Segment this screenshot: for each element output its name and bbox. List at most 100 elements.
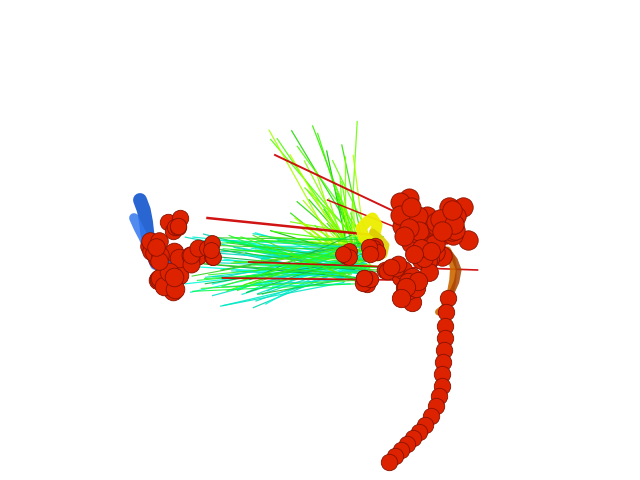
Point (407, 273, 417, 280)
Point (396, 294, 406, 301)
Point (156, 274, 166, 282)
Point (172, 223, 182, 230)
Point (417, 254, 427, 262)
Point (463, 236, 473, 244)
Point (430, 249, 440, 256)
Point (437, 228, 447, 235)
Point (397, 267, 408, 275)
Point (148, 249, 159, 256)
Point (440, 322, 451, 330)
Point (422, 212, 433, 220)
Point (193, 252, 204, 260)
Point (150, 244, 160, 252)
Point (150, 243, 161, 251)
Point (410, 214, 420, 222)
Point (416, 244, 426, 252)
Point (437, 370, 447, 378)
Point (386, 263, 396, 271)
Point (372, 249, 382, 256)
Point (412, 229, 422, 237)
Point (168, 268, 179, 276)
Point (395, 198, 405, 206)
Point (426, 224, 436, 232)
Point (166, 272, 176, 279)
Point (168, 227, 178, 235)
Point (163, 218, 173, 226)
Point (364, 243, 374, 251)
Point (144, 242, 154, 250)
Point (390, 264, 401, 272)
Point (191, 252, 202, 260)
Point (450, 226, 460, 234)
Point (442, 225, 452, 232)
Point (174, 271, 184, 278)
Point (168, 248, 179, 256)
Point (404, 224, 414, 231)
Point (426, 241, 436, 249)
Point (154, 237, 164, 245)
Point (365, 251, 375, 258)
Point (174, 254, 184, 262)
Point (425, 255, 435, 263)
Point (404, 194, 414, 202)
Point (341, 252, 351, 260)
Point (207, 239, 217, 247)
Point (430, 402, 440, 410)
Point (431, 218, 441, 226)
Point (438, 358, 448, 366)
Point (406, 239, 417, 247)
Point (403, 278, 413, 286)
Point (410, 216, 420, 223)
Point (169, 274, 179, 281)
Point (449, 221, 460, 228)
Point (185, 252, 195, 259)
Point (412, 214, 422, 222)
Point (438, 346, 449, 354)
Point (422, 257, 433, 265)
Point (202, 245, 212, 252)
Point (411, 285, 421, 292)
Point (153, 276, 163, 284)
Point (168, 287, 178, 294)
Point (365, 275, 376, 283)
Point (358, 279, 368, 287)
Point (403, 284, 413, 291)
Point (420, 421, 430, 429)
Point (207, 253, 218, 261)
Point (360, 274, 370, 281)
Point (146, 247, 156, 255)
Point (437, 252, 447, 260)
Point (432, 222, 442, 230)
Point (415, 256, 426, 264)
Point (397, 222, 407, 229)
Point (362, 280, 372, 288)
Point (434, 229, 444, 237)
Point (399, 232, 410, 240)
Point (166, 275, 176, 283)
Point (419, 254, 429, 262)
Point (447, 227, 457, 235)
Point (152, 255, 163, 263)
Point (394, 261, 404, 268)
Point (414, 428, 424, 436)
Point (382, 267, 392, 275)
Point (434, 392, 444, 400)
Point (426, 247, 436, 255)
Point (414, 228, 424, 235)
Point (426, 412, 436, 420)
Point (458, 204, 468, 211)
Point (401, 283, 412, 291)
Point (396, 211, 406, 219)
Point (396, 446, 406, 454)
Point (186, 260, 196, 268)
Point (380, 266, 390, 274)
Point (413, 227, 423, 234)
Point (164, 269, 174, 276)
Point (440, 334, 450, 342)
Point (344, 247, 354, 255)
Point (145, 238, 155, 245)
Point (451, 213, 461, 220)
Point (384, 458, 394, 466)
Point (386, 264, 396, 272)
Point (406, 203, 417, 210)
